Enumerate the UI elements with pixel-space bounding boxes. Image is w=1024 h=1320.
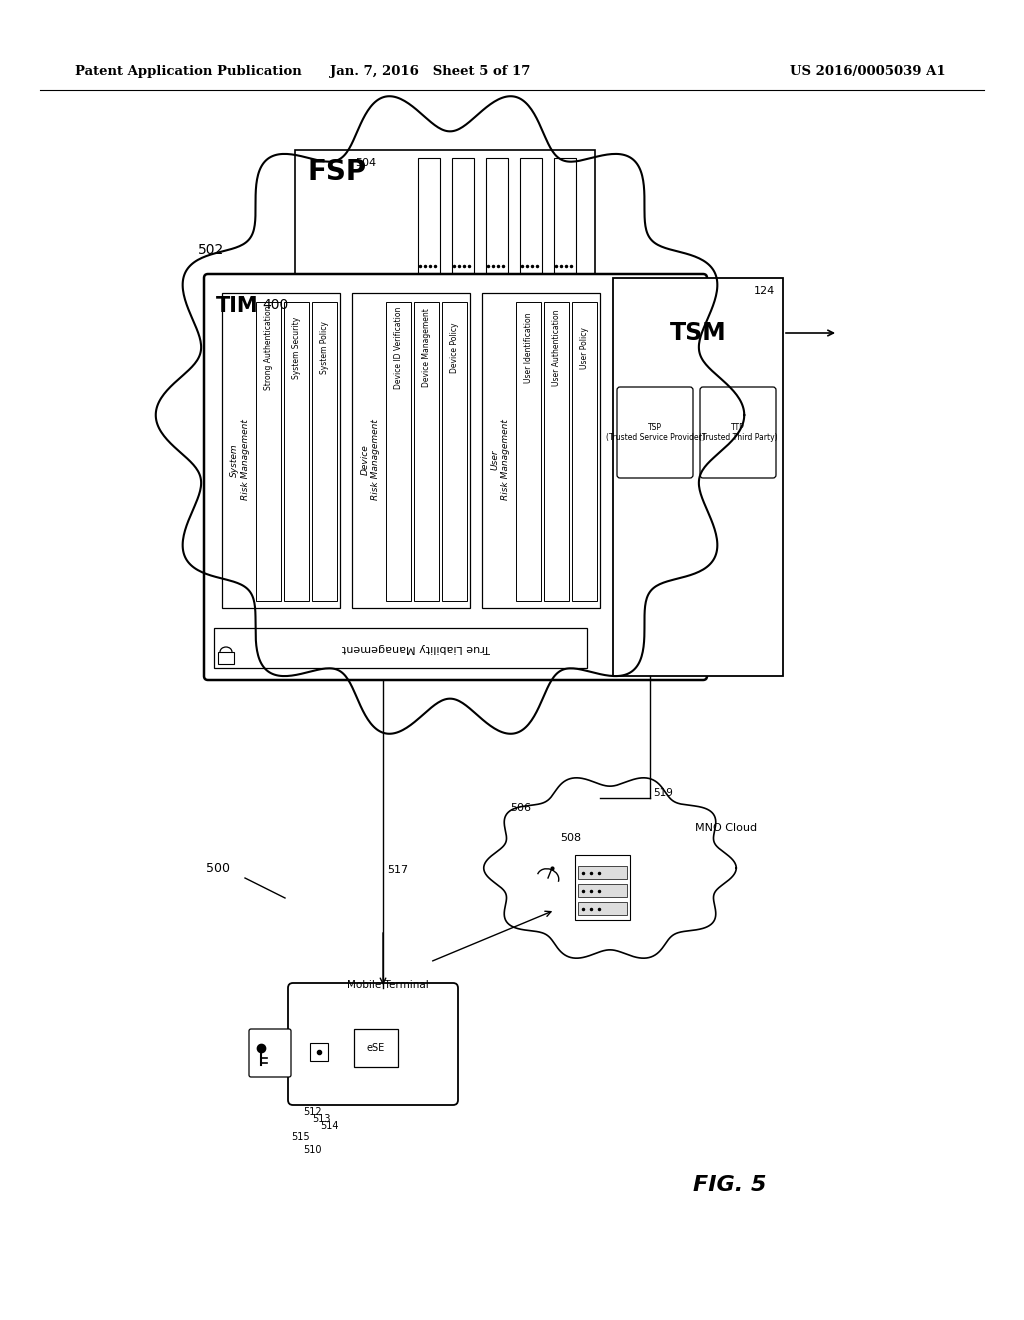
Text: TSM: TSM — [670, 321, 726, 345]
FancyBboxPatch shape — [700, 387, 776, 478]
FancyBboxPatch shape — [256, 302, 281, 601]
Text: 510: 510 — [303, 1144, 322, 1155]
Text: User Policy: User Policy — [580, 327, 589, 368]
FancyBboxPatch shape — [442, 302, 467, 601]
Text: TTP
(Trusted Third Party): TTP (Trusted Third Party) — [698, 422, 777, 442]
FancyBboxPatch shape — [575, 855, 630, 920]
Text: User Authentication: User Authentication — [552, 310, 561, 387]
FancyBboxPatch shape — [386, 302, 411, 601]
FancyBboxPatch shape — [249, 1030, 291, 1077]
FancyBboxPatch shape — [578, 884, 627, 898]
Text: TSP
(Trusted Service Provider): TSP (Trusted Service Provider) — [605, 422, 705, 442]
Text: 400: 400 — [262, 298, 288, 312]
Text: Jan. 7, 2016   Sheet 5 of 17: Jan. 7, 2016 Sheet 5 of 17 — [330, 66, 530, 78]
Text: 513: 513 — [311, 1114, 331, 1125]
FancyBboxPatch shape — [578, 902, 627, 915]
FancyBboxPatch shape — [613, 279, 783, 676]
FancyBboxPatch shape — [544, 302, 569, 601]
Text: Device Management: Device Management — [422, 309, 431, 388]
Text: US 2016/0005039 A1: US 2016/0005039 A1 — [790, 66, 945, 78]
Text: True Liability Management: True Liability Management — [341, 643, 489, 653]
Text: 515: 515 — [291, 1133, 309, 1142]
Text: Device ID Verification: Device ID Verification — [394, 306, 403, 389]
FancyBboxPatch shape — [288, 983, 458, 1105]
Text: 502: 502 — [198, 243, 224, 257]
Text: Device Policy: Device Policy — [450, 323, 459, 374]
Text: 519: 519 — [653, 788, 673, 799]
Text: Patent Application Publication: Patent Application Publication — [75, 66, 302, 78]
FancyBboxPatch shape — [214, 628, 587, 668]
FancyBboxPatch shape — [295, 150, 595, 298]
FancyBboxPatch shape — [452, 158, 474, 273]
Text: eSE: eSE — [367, 1043, 385, 1053]
Text: System
Risk Management: System Risk Management — [230, 420, 250, 500]
FancyBboxPatch shape — [218, 652, 234, 664]
Text: User
Risk Management: User Risk Management — [490, 420, 510, 500]
FancyBboxPatch shape — [310, 1043, 328, 1061]
Text: Mobile Terminal: Mobile Terminal — [347, 979, 429, 990]
FancyBboxPatch shape — [312, 302, 337, 601]
Text: Strong Authentication: Strong Authentication — [264, 306, 273, 391]
Text: System Policy: System Policy — [319, 322, 329, 375]
Text: 514: 514 — [319, 1121, 338, 1131]
Text: System Security: System Security — [292, 317, 301, 379]
Text: TIM: TIM — [216, 296, 259, 315]
FancyBboxPatch shape — [554, 158, 575, 273]
Text: 500: 500 — [206, 862, 230, 874]
Text: 508: 508 — [560, 833, 582, 843]
FancyBboxPatch shape — [204, 275, 707, 680]
FancyBboxPatch shape — [482, 293, 600, 609]
FancyBboxPatch shape — [352, 293, 470, 609]
FancyBboxPatch shape — [414, 302, 439, 601]
Text: 506: 506 — [510, 803, 531, 813]
FancyBboxPatch shape — [520, 158, 542, 273]
Text: FSP: FSP — [308, 158, 368, 186]
FancyBboxPatch shape — [354, 1030, 398, 1067]
FancyBboxPatch shape — [222, 293, 340, 609]
FancyBboxPatch shape — [617, 387, 693, 478]
Text: MNO Cloud: MNO Cloud — [695, 822, 757, 833]
FancyBboxPatch shape — [578, 866, 627, 879]
Text: 512: 512 — [304, 1107, 323, 1117]
FancyBboxPatch shape — [418, 158, 440, 273]
Text: 504: 504 — [355, 158, 376, 168]
Text: User Identification: User Identification — [524, 313, 534, 383]
FancyBboxPatch shape — [516, 302, 541, 601]
Text: Device
Risk Management: Device Risk Management — [360, 420, 380, 500]
Text: 517: 517 — [387, 865, 409, 875]
FancyBboxPatch shape — [284, 302, 309, 601]
FancyBboxPatch shape — [572, 302, 597, 601]
Text: FIG. 5: FIG. 5 — [693, 1175, 767, 1195]
Text: 124: 124 — [754, 286, 775, 296]
FancyBboxPatch shape — [486, 158, 508, 273]
